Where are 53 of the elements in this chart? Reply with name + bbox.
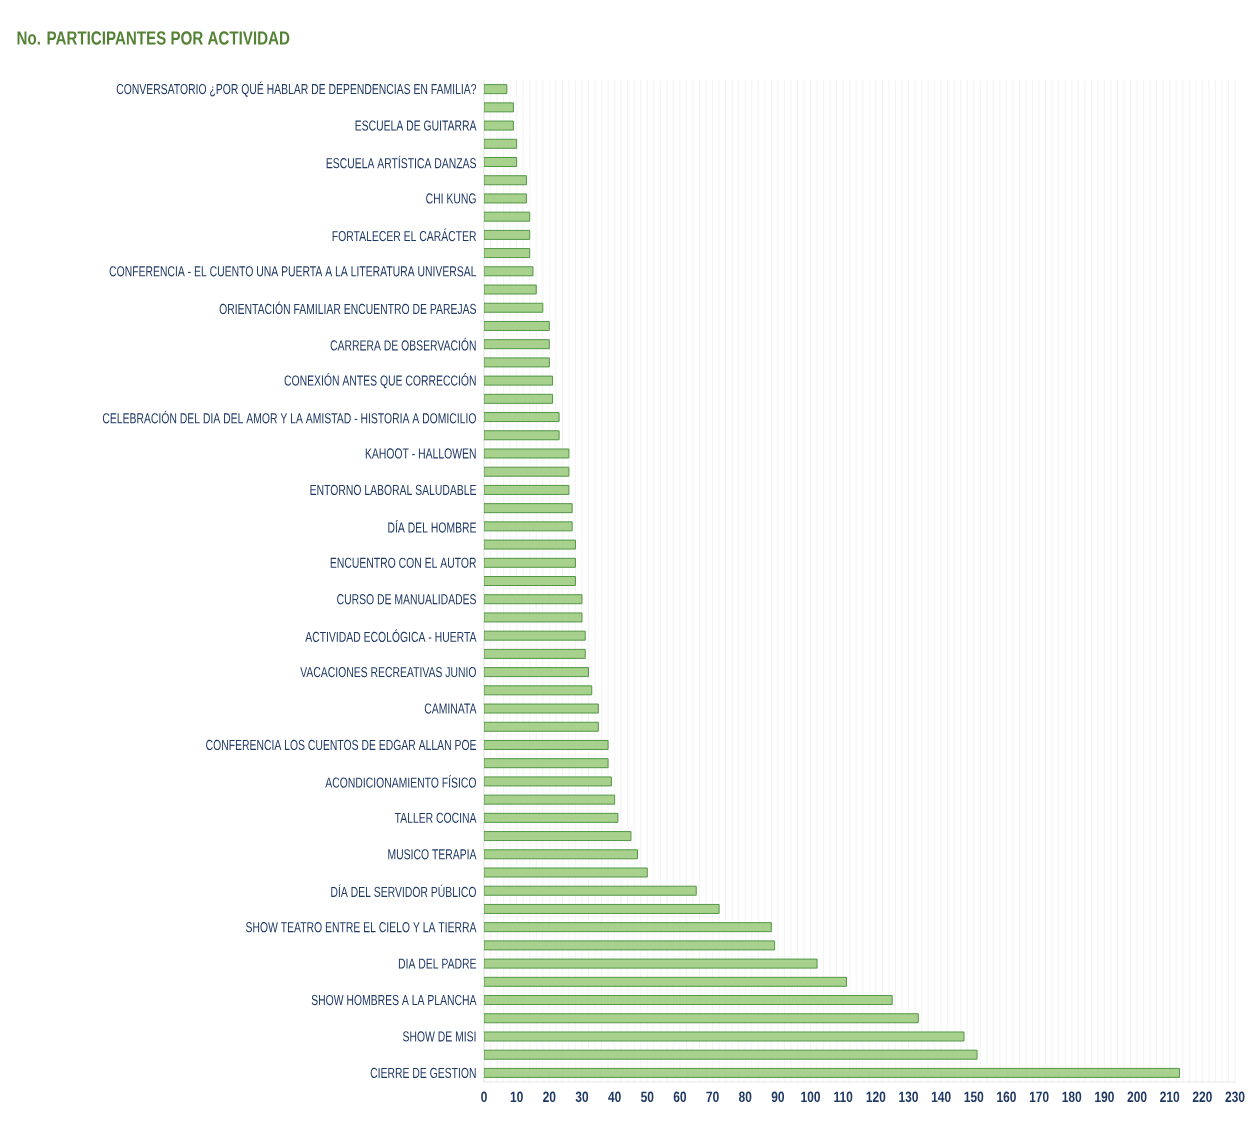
y-tick-label: CONEXIÓN ANTES QUE CORRECCIÓN — [284, 372, 476, 389]
y-tick-label: CONFERENCIA - EL CUENTO UNA PUERTA A LA LITERATURA UNIVERSAL — [109, 266, 477, 277]
y-tick-label: ACONDICIONAMIENTO FÍSICO — [325, 775, 476, 788]
y-tick-label: ESCUELA DE GUITARRA — [355, 120, 477, 131]
x-tick-label: 170 — [1029, 1091, 1049, 1103]
x-tick-label: 210 — [1160, 1091, 1180, 1103]
y-tick-label: ENCUENTRO CON EL AUTOR — [330, 557, 476, 568]
y-tick-label: MUSICO TERAPIA — [388, 849, 477, 860]
y-tick-label: CELEBRACIÓN DEL DIA DEL AMOR Y LA AMISTAD - HISTORIA A DOMICILIO — [102, 410, 476, 424]
y-tick-label: CURSO DE MANUALIDADES — [337, 594, 476, 605]
x-tick-label: 140 — [931, 1091, 951, 1103]
x-tick-label: 20 — [543, 1091, 556, 1103]
y-tick-label: CHI KUNG — [426, 193, 476, 204]
y-tick-label: SHOW HOMBRES A LA PLANCHA — [311, 994, 477, 1006]
x-tick-label: 10 — [510, 1091, 523, 1103]
x-tick-label: 220 — [1192, 1091, 1212, 1103]
x-tick-label: 0 — [481, 1091, 487, 1103]
y-tick-label: TALLER COCINA — [394, 812, 477, 823]
y-tick-label: SHOW DE MISI — [402, 1031, 476, 1042]
x-tick-label: 30 — [575, 1091, 589, 1103]
x-tick-label: 130 — [899, 1091, 918, 1103]
x-tick-label: 100 — [801, 1091, 820, 1103]
y-tick-label: ORIENTACIÓN FAMILIAR ENCUENTRO DE PAREJAS — [219, 301, 477, 315]
y-tick-label: VACACIONES RECREATIVAS JUNIO — [300, 666, 476, 678]
x-tick-label: 110 — [834, 1091, 853, 1103]
text: No. PARTICIPANTES POR ACTIVIDAD — [17, 31, 290, 45]
y-tick-label: FORTALECER EL CARÁCTER — [332, 228, 476, 242]
y-tick-label: DIA DEL PADRE — [398, 958, 477, 969]
y-tick-label: DÍA DEL SERVIDOR PÚBLICO — [331, 884, 476, 898]
y-tick-label: KAHOOT - HALLOWEN — [365, 448, 476, 459]
x-tick-label: 120 — [866, 1091, 886, 1103]
x-tick-label: 180 — [1062, 1091, 1082, 1103]
x-tick-label: 160 — [997, 1091, 1016, 1103]
y-tick-label: CAMINATA — [424, 703, 477, 714]
y-tick-label: ENTORNO LABORAL SALUDABLE — [310, 484, 477, 496]
y-tick-label: ACTIVIDAD ECOLÓGICA - HUERTA — [305, 629, 477, 642]
y-tick-label: ESCUELA ARTÍSTICA DANZAS — [326, 155, 476, 169]
y-tick-label: CONFERENCIA LOS CUENTOS DE EDGAR ALLAN POE — [206, 739, 477, 751]
x-tick-label: 60 — [673, 1091, 687, 1103]
y-tick-label: SHOW TEATRO ENTRE EL CIELO Y LA TIERRA — [245, 922, 477, 933]
x-tick-label: 70 — [706, 1091, 719, 1103]
y-tick-label: CIERRE DE GESTION — [370, 1067, 476, 1079]
x-tick-label: 90 — [771, 1091, 785, 1103]
x-tick-label: 40 — [608, 1091, 621, 1103]
y-tick-label: DÍA DEL HOMBRE — [388, 520, 477, 533]
x-tick-label: 150 — [964, 1091, 984, 1103]
y-tick-label: CARRERA DE OBSERVACIÓN — [330, 337, 476, 351]
x-tick-label: 190 — [1095, 1091, 1114, 1103]
y-tick-label: CONVERSATORIO ¿POR QUÉ HABLAR DE DEPENDENCIAS EN FAMILIA? — [116, 81, 477, 97]
x-tick-label: 200 — [1127, 1091, 1147, 1103]
x-tick-label: 80 — [738, 1091, 752, 1103]
x-tick-label: 50 — [640, 1091, 654, 1103]
x-tick-label: 230 — [1225, 1091, 1245, 1103]
